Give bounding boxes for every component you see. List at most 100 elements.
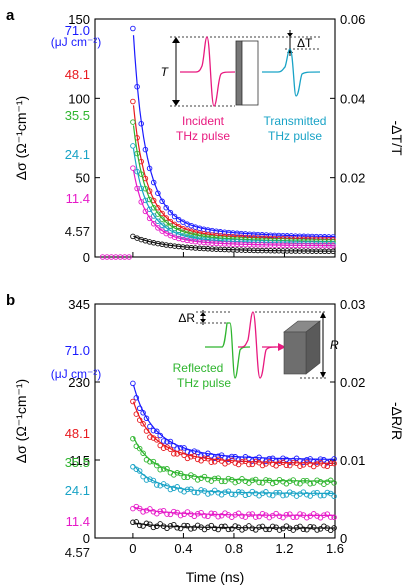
data-point: [154, 428, 160, 435]
data-point: [327, 490, 334, 497]
data-point: [208, 522, 215, 529]
data-point: [290, 527, 296, 533]
data-point: [226, 246, 232, 253]
data-point: [147, 459, 153, 465]
data-point: [235, 524, 242, 531]
reflected-label: Reflected: [173, 361, 224, 375]
data-point: [167, 446, 174, 453]
data-point: [307, 481, 313, 487]
data-point: [134, 83, 140, 90]
data-point: [324, 511, 331, 517]
transmitted-label-2: THz pulse: [268, 129, 322, 143]
data-point: [307, 456, 313, 462]
data-point: [159, 216, 165, 222]
data-point: [138, 185, 144, 192]
data-point: [266, 491, 273, 498]
data-point: [321, 457, 327, 463]
dT-label: ΔT: [297, 36, 313, 50]
data-point: [317, 242, 324, 249]
data-point: [164, 511, 170, 517]
data-point: [167, 438, 174, 445]
data-point: [164, 483, 170, 489]
data-point: [174, 509, 180, 516]
x-tick-label: 1.6: [326, 541, 344, 556]
data-point: [287, 462, 293, 469]
data-point: [287, 489, 293, 495]
data-point: [208, 459, 215, 465]
data-point: [218, 452, 225, 458]
data-point: [157, 508, 163, 514]
fit-line-11.4: [132, 170, 335, 247]
data-point: [276, 489, 283, 496]
data-point: [194, 449, 201, 456]
data-point: [180, 219, 186, 225]
data-point: [266, 526, 273, 533]
y2-tick-label: 0: [340, 531, 347, 546]
data-point: [160, 445, 167, 451]
data-point: [205, 491, 211, 497]
data-point: [305, 248, 311, 254]
data-point: [297, 511, 303, 517]
data-point: [136, 405, 143, 412]
data-point: [249, 525, 256, 532]
data-point: [163, 230, 169, 237]
sample-film: [235, 40, 243, 106]
data-point: [314, 459, 320, 465]
data-point: [194, 489, 201, 496]
data-point: [208, 510, 215, 517]
y-tick-label: 150: [68, 12, 90, 27]
data-point: [330, 248, 336, 255]
y2-tick-label: 0.06: [340, 12, 365, 27]
data-point: [251, 247, 257, 254]
data-point: [232, 491, 238, 498]
data-point: [331, 514, 337, 521]
baseline-point: [126, 254, 132, 260]
data-point: [181, 474, 187, 481]
data-point: [238, 230, 245, 237]
reflected-label-2: THz pulse: [177, 376, 231, 390]
data-point: [273, 479, 279, 486]
fit-line-4.57: [133, 235, 335, 252]
data-point: [174, 470, 180, 476]
data-point: [321, 512, 327, 518]
data-point: [159, 222, 165, 228]
y-tick-label: 0: [83, 250, 90, 265]
reflected-pulse: [205, 322, 251, 379]
data-point: [177, 470, 184, 477]
data-point: [269, 492, 276, 499]
data-point: [177, 449, 184, 456]
data-point: [150, 524, 157, 531]
data-point: [188, 486, 194, 492]
data-point: [263, 489, 269, 495]
data-point: [307, 493, 313, 499]
data-point: [160, 507, 167, 514]
data-point: [263, 526, 269, 533]
data-point: [280, 248, 286, 254]
data-point: [327, 514, 334, 520]
data-point: [238, 247, 245, 253]
data-point: [276, 460, 283, 466]
data-point: [146, 165, 153, 172]
data-point: [229, 476, 235, 483]
dR-arrowhead-top: [200, 312, 206, 316]
data-point: [160, 466, 167, 472]
data-point: [225, 526, 232, 533]
data-point: [317, 492, 324, 499]
data-point: [330, 243, 336, 249]
data-point: [140, 450, 146, 456]
data-point: [181, 445, 187, 451]
series-label-71.0: 71.0: [65, 23, 90, 38]
data-point: [215, 513, 221, 520]
T-arrowhead-top: [172, 37, 180, 43]
series-label-24.1: 24.1: [65, 147, 90, 162]
data-point: [164, 466, 170, 472]
data-point: [290, 477, 296, 483]
data-point: [238, 241, 245, 248]
R-label: R: [330, 338, 339, 352]
dR-label: ΔR: [178, 311, 195, 325]
T-label: T: [161, 65, 170, 79]
data-point: [239, 458, 245, 465]
data-point: [133, 519, 140, 525]
data-point: [305, 242, 311, 249]
data-point: [304, 526, 310, 533]
